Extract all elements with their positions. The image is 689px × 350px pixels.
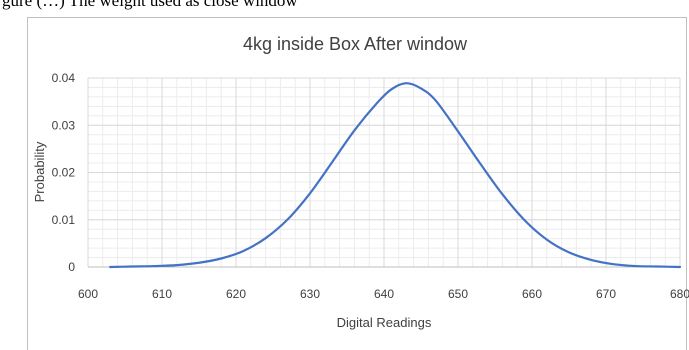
figure-caption-text: gure (…) The weight used as close window bbox=[2, 0, 298, 10]
y-axis-title: Probability bbox=[32, 141, 47, 202]
y-tick-label: 0 bbox=[68, 260, 75, 274]
series-line bbox=[109, 82, 682, 269]
x-tick-label: 610 bbox=[152, 287, 172, 301]
chart-title: 4kg inside Box After window bbox=[243, 34, 468, 54]
y-tick-label: 0.02 bbox=[52, 166, 76, 180]
x-tick-label: 680 bbox=[670, 287, 689, 301]
x-tick-labels: 600 610 620 630 640 650 660 670 680 bbox=[78, 287, 689, 301]
x-tick-label: 640 bbox=[374, 287, 394, 301]
x-tick-label: 670 bbox=[596, 287, 616, 301]
figure-caption-fragment: gure (…) The weight used as close window bbox=[0, 0, 689, 11]
x-axis-title: Digital Readings bbox=[337, 315, 432, 330]
y-tick-label: 0.01 bbox=[52, 213, 76, 227]
y-tick-label: 0.03 bbox=[52, 118, 76, 132]
x-tick-label: 620 bbox=[226, 287, 246, 301]
x-tick-label: 600 bbox=[78, 287, 98, 301]
x-tick-label: 650 bbox=[448, 287, 468, 301]
x-tick-label: 630 bbox=[300, 287, 320, 301]
major-gridlines bbox=[87, 77, 681, 268]
x-tick-label: 660 bbox=[522, 287, 542, 301]
y-tick-label: 0.04 bbox=[52, 71, 76, 85]
chart-frame bbox=[27, 17, 687, 350]
y-tick-labels: 0 0.01 0.02 0.03 0.04 bbox=[52, 71, 76, 274]
